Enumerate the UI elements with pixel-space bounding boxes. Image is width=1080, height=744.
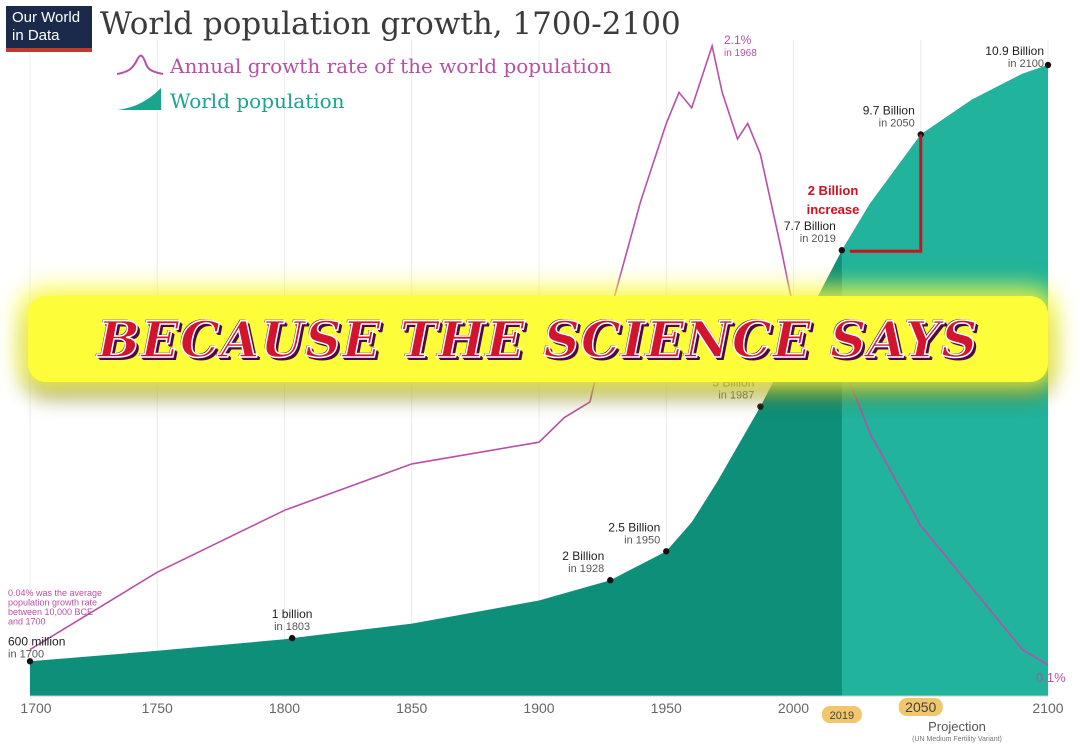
population-point	[26, 658, 34, 665]
growth-note-line: 0.04% was the average	[8, 588, 102, 598]
projection-marker-pill	[821, 706, 862, 723]
population-label-year: in 2050	[879, 117, 915, 129]
growth-peak-year: in 1968	[724, 48, 757, 59]
x-tick-label: 1900	[523, 700, 554, 716]
population-point	[757, 403, 764, 410]
projection-marker-pill	[898, 698, 943, 716]
population-label-year: in 1803	[274, 621, 310, 633]
population-label-value: 1 billion	[272, 607, 313, 621]
growth-legend-icon	[116, 54, 164, 75]
projection-marker-label: 2050	[905, 699, 936, 715]
population-label-value: 9.7 Billion	[863, 103, 915, 117]
population-point	[288, 634, 296, 642]
x-tick-label: 1850	[396, 700, 427, 716]
population-label-value: 7.7 Billion	[784, 219, 836, 233]
owid-logo: Our World in Data	[6, 6, 92, 52]
growth-end-label: 0.1%	[1036, 670, 1066, 685]
projection-label: Projection	[928, 719, 986, 734]
logo-line-1: Our World	[12, 9, 81, 26]
population-label-year: in 1928	[568, 563, 604, 575]
population-label-year: in 2019	[800, 233, 836, 245]
population-point	[663, 548, 670, 555]
population-label-value: 2.5 Billion	[608, 520, 660, 534]
population-area	[30, 65, 1048, 696]
population-label-value: 2 Billion	[562, 549, 604, 563]
projection-sublabel: (UN Medium Fertility Variant)	[912, 736, 1002, 743]
x-tick-label: 2000	[778, 700, 809, 716]
population-legend-icon	[117, 88, 161, 110]
increase-bracket	[849, 134, 923, 253]
population-label-value: 600 million	[8, 634, 65, 648]
increase-label-line-1: 2 Billion	[808, 183, 859, 198]
population-label-year: in 1700	[8, 648, 44, 660]
increase-label-line-2: increase	[807, 202, 860, 217]
x-tick-label: 1700	[20, 700, 51, 716]
banner-text: BECAUSE THE SCIENCE SAYS	[97, 309, 979, 370]
population-label-value: 10.9 Billion	[985, 44, 1044, 58]
meme-banner: BECAUSE THE SCIENCE SAYS	[28, 296, 1048, 382]
x-tick-label: 1950	[651, 700, 682, 716]
growth-note-line: population growth rate	[8, 598, 97, 608]
population-point	[1044, 61, 1052, 69]
population-point	[607, 577, 614, 584]
growth-peak-label: 2.1%	[724, 33, 752, 47]
legend-world-population: World population	[170, 89, 345, 113]
population-label-year: in 1987	[718, 390, 754, 402]
x-tick-label: 1750	[142, 700, 173, 716]
chart-title: World population growth, 1700-2100	[100, 6, 681, 42]
population-label-year: in 2100	[1008, 58, 1044, 70]
legend-growth-rate: Annual growth rate of the world populati…	[170, 54, 612, 78]
x-tick-label: 1800	[269, 700, 300, 716]
population-point	[838, 247, 846, 254]
projection-marker-label: 2019	[830, 710, 854, 722]
growth-note-line: and 1700	[8, 617, 46, 627]
growth-rate-line	[29, 42, 1049, 666]
growth-note-line: between 10,000 BCE	[8, 607, 93, 617]
population-label-year: in 1950	[624, 534, 660, 546]
logo-line-2: in Data	[12, 27, 60, 44]
x-tick-label: 2100	[1032, 700, 1063, 716]
